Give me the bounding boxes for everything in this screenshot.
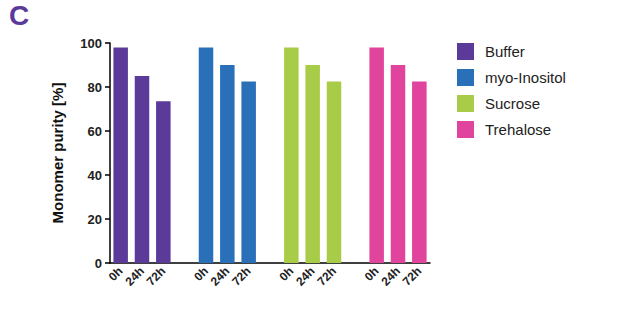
- svg-text:Sucrose: Sucrose: [485, 95, 540, 112]
- svg-text:40: 40: [88, 168, 102, 183]
- svg-text:Monomer purity [%]: Monomer purity [%]: [49, 83, 66, 224]
- svg-text:0h: 0h: [276, 264, 296, 284]
- svg-text:0h: 0h: [106, 264, 126, 284]
- svg-text:myo-Inositol: myo-Inositol: [485, 69, 566, 86]
- svg-text:80: 80: [88, 80, 102, 95]
- svg-text:Buffer: Buffer: [485, 43, 525, 60]
- svg-text:72h: 72h: [229, 264, 254, 289]
- svg-text:24h: 24h: [122, 264, 147, 289]
- svg-text:0h: 0h: [191, 264, 211, 284]
- svg-text:24h: 24h: [293, 264, 318, 289]
- svg-text:0h: 0h: [362, 264, 382, 284]
- svg-text:72h: 72h: [144, 264, 169, 289]
- svg-text:72h: 72h: [400, 264, 425, 289]
- svg-text:0: 0: [95, 256, 102, 271]
- svg-text:Trehalose: Trehalose: [485, 121, 551, 138]
- svg-text:60: 60: [88, 124, 102, 139]
- svg-text:72h: 72h: [314, 264, 339, 289]
- svg-text:20: 20: [88, 212, 102, 227]
- svg-text:C: C: [9, 0, 29, 31]
- svg-text:24h: 24h: [208, 264, 233, 289]
- svg-text:100: 100: [80, 36, 102, 51]
- svg-text:24h: 24h: [378, 264, 403, 289]
